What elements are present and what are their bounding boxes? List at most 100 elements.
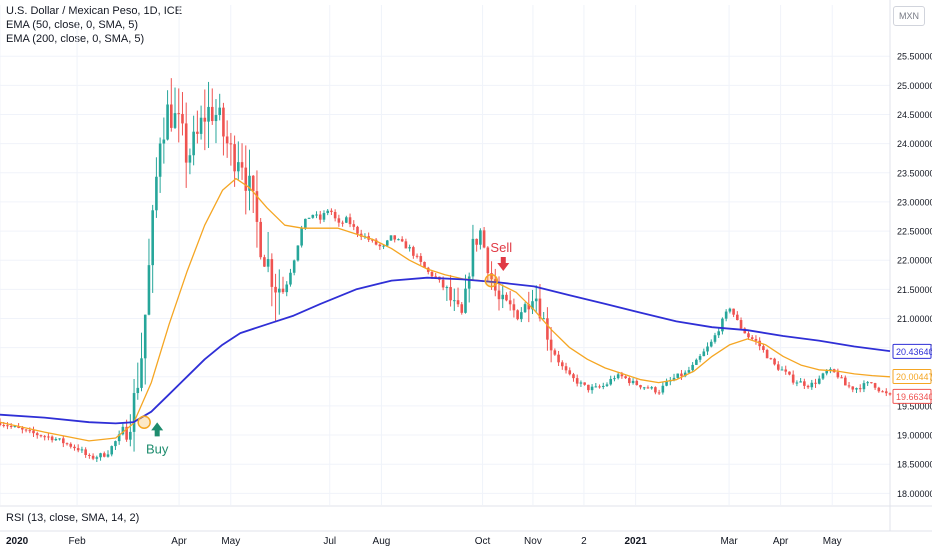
candle-body: [881, 391, 884, 393]
candle-body: [613, 378, 616, 380]
x-tick-label: Aug: [373, 536, 391, 547]
candle-body: [50, 436, 54, 441]
candle-body: [788, 371, 791, 375]
candle-body: [460, 304, 464, 313]
candle-body: [274, 286, 277, 293]
candle-body: [28, 430, 32, 432]
candle-body: [400, 239, 404, 242]
y-tick-label: 23.50000: [897, 168, 932, 178]
candle-body: [356, 226, 359, 234]
candle-body: [382, 245, 385, 247]
candle-body: [304, 218, 307, 229]
candle-body: [572, 374, 575, 379]
candle-body: [497, 290, 501, 300]
candle-body: [352, 224, 356, 227]
candle-body: [333, 211, 337, 219]
candle-body: [419, 256, 423, 262]
candle-body: [855, 388, 858, 390]
candle-body: [542, 318, 545, 320]
candle-body: [6, 425, 9, 427]
candle-body: [251, 175, 255, 192]
candle-body: [531, 301, 534, 310]
candle-body: [99, 453, 102, 458]
candle-body: [605, 384, 609, 386]
candle-body: [676, 373, 680, 378]
candle-body: [248, 175, 251, 191]
candle-body: [177, 113, 181, 115]
candle-body: [661, 385, 665, 393]
candle-body: [136, 387, 140, 394]
candle-body: [698, 356, 702, 360]
x-tick-label: May: [221, 536, 240, 547]
candle-body: [836, 372, 840, 378]
candle-body: [635, 380, 639, 386]
candle-body: [776, 364, 780, 370]
candle-body: [203, 117, 207, 122]
candle-body: [58, 438, 61, 440]
candle-body: [721, 318, 724, 332]
candle-body: [579, 382, 583, 384]
candle-body: [169, 104, 173, 128]
candle-body: [397, 239, 400, 241]
candle-body: [479, 230, 482, 245]
candle-body: [505, 294, 508, 301]
candle-body: [43, 436, 46, 438]
candle-body: [76, 448, 80, 451]
candle-body: [311, 214, 315, 218]
candle-body: [32, 430, 35, 434]
x-tick-label: Nov: [524, 536, 542, 547]
candle-body: [873, 383, 877, 388]
candle-body: [821, 373, 825, 379]
candle-body: [188, 155, 192, 163]
candle-body: [125, 426, 128, 440]
candle-body: [412, 247, 415, 256]
candle-body: [21, 427, 24, 430]
candle-body: [520, 312, 523, 320]
price-tag-text: 20.00447: [896, 372, 932, 382]
candle-body: [482, 230, 486, 248]
candle-body: [553, 350, 557, 355]
candle-body: [233, 144, 236, 172]
candle-body: [129, 431, 132, 440]
candle-body: [561, 362, 564, 367]
candle-body: [587, 384, 590, 391]
price-tag-text: 20.43640: [896, 347, 932, 357]
candle-body: [750, 337, 754, 339]
candle-body: [884, 391, 888, 394]
candle-body: [650, 387, 653, 389]
candle-body: [237, 162, 240, 172]
y-tick-label: 24.00000: [897, 139, 932, 149]
candle-body: [765, 350, 769, 359]
candle-body: [84, 449, 87, 455]
x-tick-label: 2020: [6, 536, 29, 547]
candle-body: [155, 176, 158, 211]
candle-body: [285, 284, 289, 293]
candle-body: [724, 311, 728, 319]
candle-body: [151, 210, 154, 266]
candle-body: [858, 388, 862, 390]
candle-body: [110, 446, 114, 455]
candles: [0, 78, 892, 463]
candle-body: [557, 354, 560, 363]
candle-body: [780, 369, 784, 371]
candle-body: [91, 455, 95, 459]
candle-body: [475, 238, 478, 245]
candle-body: [706, 346, 709, 352]
candle-body: [453, 300, 456, 302]
candle-body: [538, 298, 542, 319]
candle-body: [39, 435, 43, 437]
y-tick-label: 25.00000: [897, 81, 932, 91]
candle-body: [214, 115, 218, 122]
candle-body: [114, 441, 117, 447]
candle-body: [620, 374, 624, 377]
candle-body: [415, 255, 419, 257]
currency-button[interactable]: MXN: [893, 6, 925, 26]
candle-body: [374, 239, 378, 245]
candle-body: [430, 271, 434, 277]
candle-body: [713, 335, 717, 342]
y-tick-label: 23.00000: [897, 197, 932, 207]
candle-body: [389, 235, 393, 241]
candle-body: [739, 320, 743, 329]
candle-body: [337, 218, 341, 223]
